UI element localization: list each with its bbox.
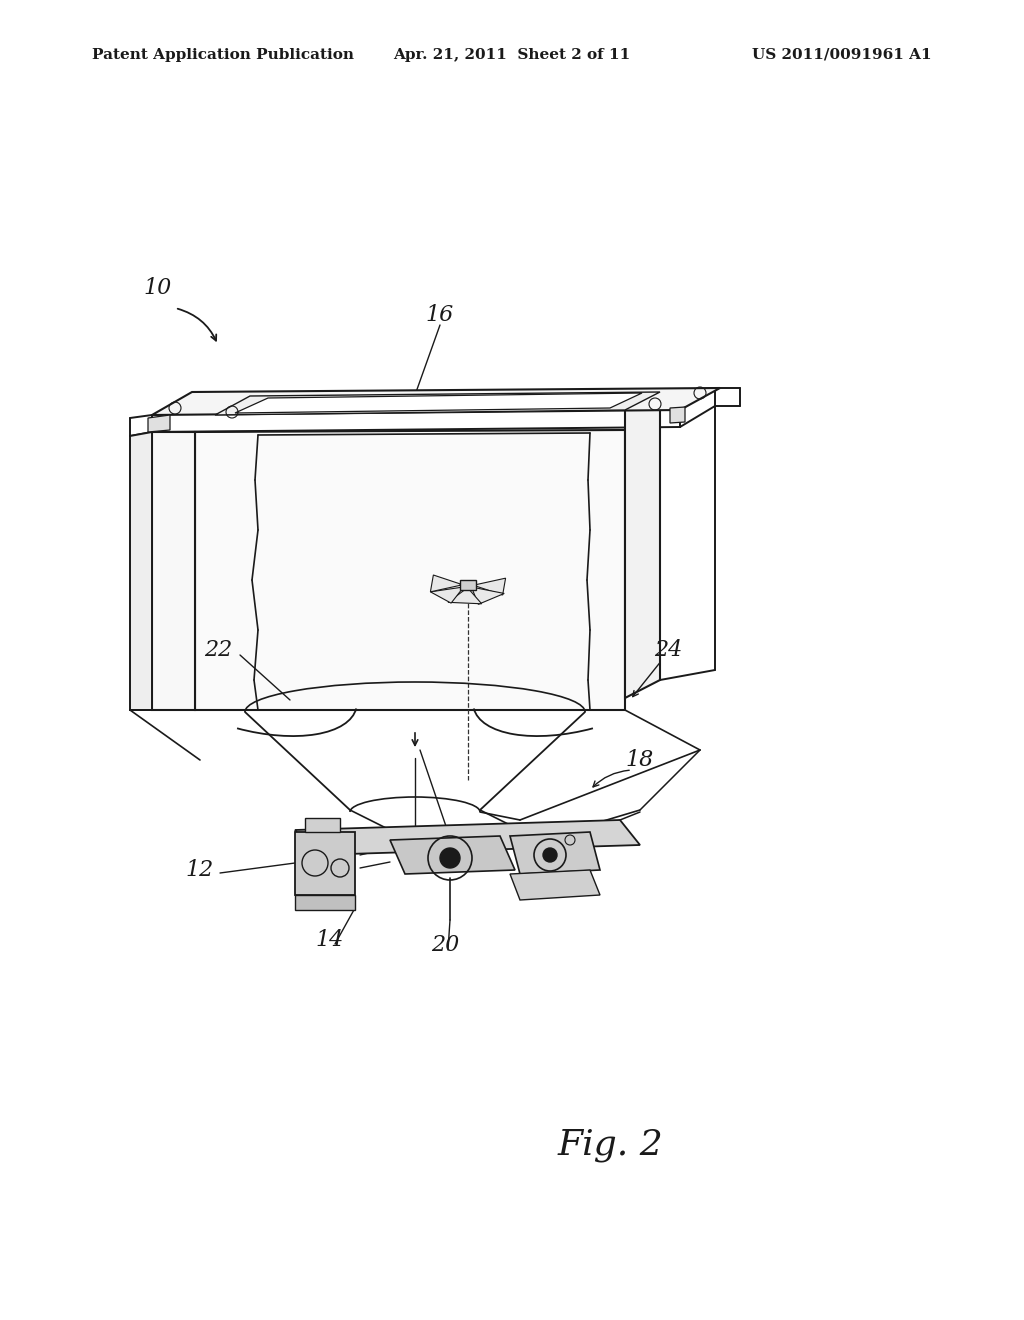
- Polygon shape: [305, 818, 340, 832]
- Text: Apr. 21, 2011  Sheet 2 of 11: Apr. 21, 2011 Sheet 2 of 11: [393, 48, 631, 62]
- Text: 20: 20: [431, 935, 459, 956]
- Polygon shape: [148, 414, 170, 432]
- Polygon shape: [215, 392, 660, 414]
- Polygon shape: [295, 832, 355, 895]
- Polygon shape: [152, 432, 195, 710]
- Text: US 2011/0091961 A1: US 2011/0091961 A1: [753, 48, 932, 62]
- Text: 18: 18: [626, 748, 654, 771]
- Polygon shape: [152, 388, 720, 414]
- Text: Patent Application Publication: Patent Application Publication: [92, 48, 354, 62]
- Polygon shape: [234, 393, 642, 413]
- Polygon shape: [430, 576, 460, 591]
- Polygon shape: [625, 392, 660, 698]
- Polygon shape: [295, 820, 640, 855]
- Polygon shape: [510, 870, 600, 900]
- Text: 22: 22: [204, 639, 232, 661]
- Polygon shape: [472, 587, 504, 605]
- Circle shape: [440, 847, 460, 869]
- Polygon shape: [390, 836, 515, 874]
- Text: Fig. 2: Fig. 2: [557, 1129, 663, 1162]
- Polygon shape: [670, 407, 685, 422]
- Polygon shape: [195, 430, 625, 710]
- Polygon shape: [130, 432, 152, 710]
- Text: 16: 16: [426, 304, 454, 326]
- Circle shape: [543, 847, 557, 862]
- Text: 24: 24: [654, 639, 682, 661]
- Polygon shape: [510, 832, 600, 874]
- Polygon shape: [295, 895, 355, 909]
- Text: 10: 10: [144, 277, 172, 300]
- Text: 12: 12: [186, 859, 214, 880]
- Polygon shape: [476, 578, 506, 595]
- Text: 14: 14: [315, 929, 344, 950]
- Polygon shape: [430, 587, 463, 603]
- Polygon shape: [460, 579, 476, 590]
- Polygon shape: [449, 589, 481, 603]
